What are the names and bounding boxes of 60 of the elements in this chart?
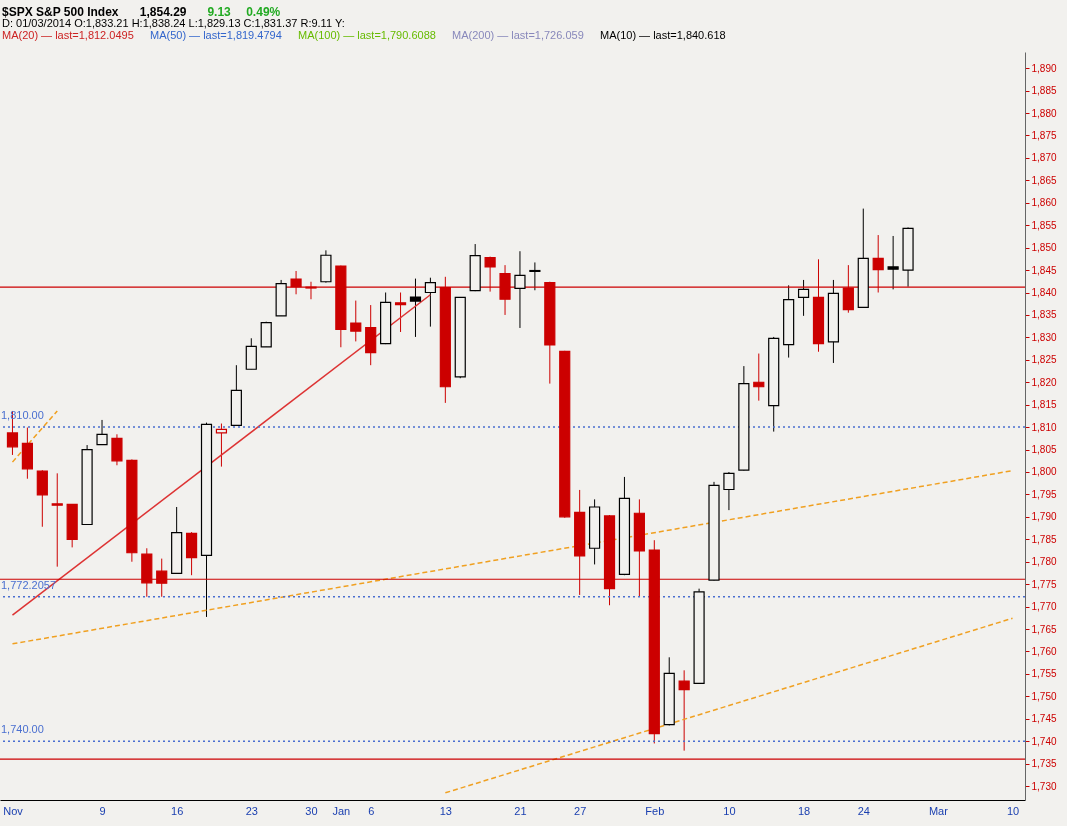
y-tick-label: 1,875: [1031, 129, 1057, 141]
y-tick-label: 1,890: [1031, 62, 1057, 74]
y-tick-label: 1,880: [1031, 107, 1057, 119]
y-tick-label: 1,865: [1031, 174, 1057, 186]
text: 0.49%: [246, 5, 281, 19]
y-tick-label: 1,825: [1031, 354, 1057, 366]
y-tick-label: 1,785: [1031, 533, 1057, 545]
y-tick-label: 1,775: [1031, 578, 1057, 590]
x-tick-label: 16: [171, 804, 184, 817]
y-tick-label: 1,830: [1031, 331, 1057, 343]
x-tick-label: Feb: [645, 804, 665, 817]
text: 9.13: [207, 5, 232, 19]
y-tick-label: 1,770: [1031, 601, 1057, 613]
y-tick-label: 1,810: [1031, 421, 1057, 433]
y-tick-label: 1,840: [1031, 287, 1057, 299]
y-tick-label: 1,815: [1031, 399, 1057, 411]
y-tick-label: 1,805: [1031, 444, 1057, 456]
y-tick-label: 1,745: [1031, 713, 1057, 725]
y-tick-label: 1,795: [1031, 488, 1057, 500]
y-tick-label: 1,740: [1031, 735, 1057, 747]
x-tick-label: 30: [305, 804, 318, 817]
y-tick-label: 1,885: [1031, 85, 1057, 97]
y-tick-label: 1,845: [1031, 264, 1057, 276]
x-tick-label: 24: [857, 804, 870, 817]
ref-line-label: 1,740.00: [1, 723, 44, 736]
x-tick-label: 6: [368, 804, 375, 817]
y-tick-label: 1,780: [1031, 556, 1057, 568]
y-tick-label: 1,790: [1031, 511, 1057, 523]
text: MA(100) — last=1,790.6088: [298, 29, 436, 41]
text: 1,854.29: [139, 5, 187, 19]
y-tick-label: 1,820: [1031, 376, 1057, 388]
x-tick-label: 9: [99, 804, 106, 817]
x-tick-label: Jan: [332, 804, 351, 817]
x-tick-label: 27: [574, 804, 587, 817]
y-tick-label: 1,750: [1031, 690, 1057, 702]
chart-subtitle: D: 01/03/2014 O:1,833.21 H:1,838.24 L:1,829.13 C:1,831.37 R:9.11 Y:: [2, 17, 345, 29]
y-tick-label: 1,835: [1031, 309, 1057, 321]
y-tick-label: 1,850: [1031, 242, 1057, 254]
chart-title: $SPX S&P 500 Index: [2, 5, 119, 19]
y-tick-label: 1,755: [1031, 668, 1057, 680]
x-tick-label: 13: [439, 804, 452, 817]
x-tick-label: Nov: [3, 804, 24, 817]
x-tick-label: 18: [797, 804, 811, 817]
y-tick-label: 1,870: [1031, 152, 1057, 164]
y-tick-label: 1,765: [1031, 623, 1057, 635]
y-tick-label: 1,860: [1031, 197, 1057, 209]
y-tick-label: 1,855: [1031, 219, 1057, 231]
x-tick-label: 23: [245, 804, 258, 817]
x-tick-label: 10: [723, 804, 736, 817]
y-tick-label: 1,800: [1031, 466, 1057, 478]
y-tick-label: 1,760: [1031, 645, 1057, 657]
x-tick-label: 21: [514, 804, 527, 817]
y-tick-label: 1,735: [1031, 758, 1057, 770]
text: MA(200) — last=1,726.059: [452, 29, 584, 41]
text: MA(50) — last=1,819.4794: [150, 29, 282, 41]
text: MA(10) — last=1,840.618: [600, 29, 726, 41]
x-tick-label: Mar: [928, 804, 949, 817]
y-tick-label: 1,730: [1031, 780, 1057, 792]
text: MA(20) — last=1,812.0495: [2, 29, 134, 41]
x-tick-label: 10: [1006, 804, 1020, 817]
